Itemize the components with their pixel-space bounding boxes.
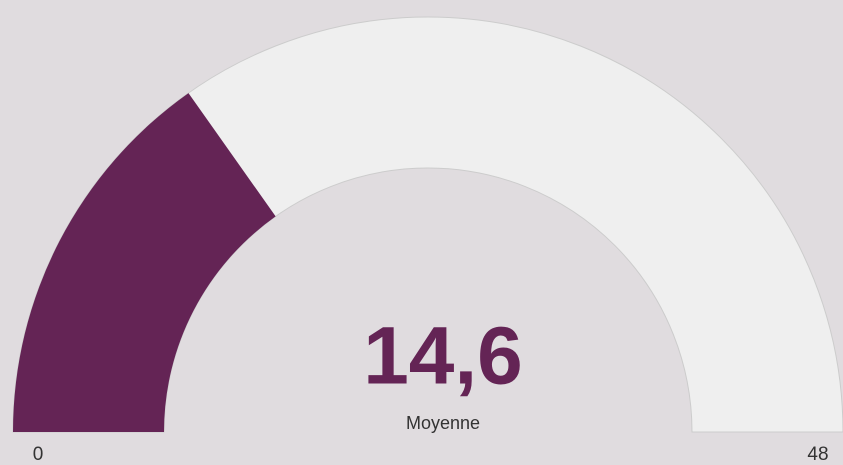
gauge-label: Moyenne xyxy=(406,413,480,433)
gauge-value-label: 14,6 xyxy=(363,311,523,402)
tick-label: 0 xyxy=(33,444,44,465)
gauge-value xyxy=(13,93,276,433)
tick-label: 48 xyxy=(807,444,828,465)
